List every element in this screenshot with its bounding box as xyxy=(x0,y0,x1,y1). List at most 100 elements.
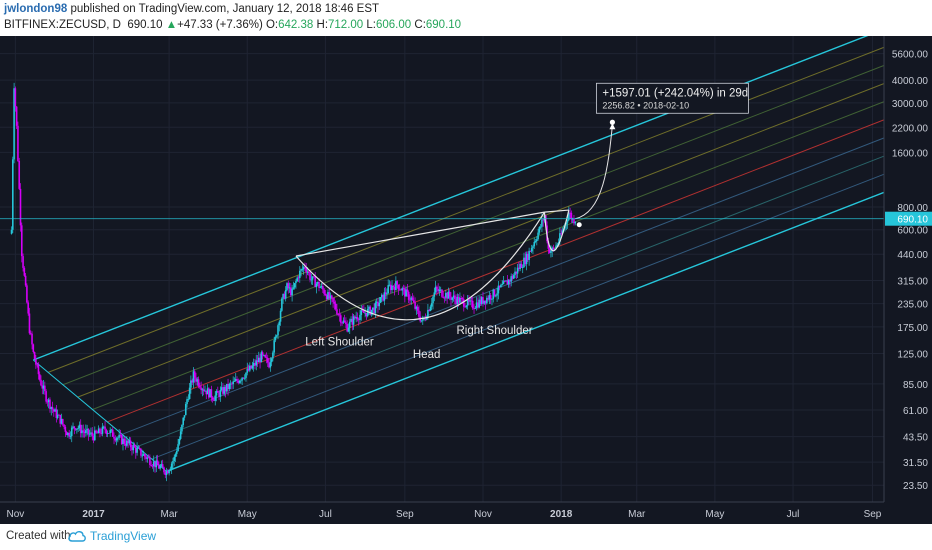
candle-body xyxy=(532,246,534,249)
candle-body xyxy=(167,471,169,474)
candle-body xyxy=(119,434,122,436)
author-link[interactable]: jwlondon98 xyxy=(4,3,68,15)
candle-body xyxy=(37,364,40,375)
candle-body xyxy=(211,397,214,400)
candle-body xyxy=(177,444,179,452)
candle-body xyxy=(434,286,437,293)
candle-body xyxy=(275,335,278,337)
candle-body xyxy=(387,285,389,294)
candle-body xyxy=(471,300,474,309)
candle-body xyxy=(58,414,60,416)
candle-body xyxy=(483,300,486,304)
chart-footer: Created with TradingView xyxy=(0,524,932,550)
candle-body xyxy=(23,267,26,276)
candle-body xyxy=(117,437,119,439)
candle-body xyxy=(350,318,352,322)
time-tick-label: May xyxy=(705,509,724,520)
candle-body xyxy=(49,399,51,409)
candle-body xyxy=(129,440,132,448)
candle-body xyxy=(446,292,448,299)
candle-body xyxy=(413,300,415,303)
candle-body xyxy=(297,277,300,279)
candle-body xyxy=(498,285,501,288)
candle-body xyxy=(234,378,237,382)
channel-line xyxy=(136,155,884,448)
close-value: 690.10 xyxy=(425,19,462,31)
time-tick-label: Jul xyxy=(787,509,800,520)
candle-body xyxy=(65,431,68,436)
candle-body xyxy=(61,418,64,425)
candle-body xyxy=(240,380,242,382)
candle-body xyxy=(537,232,539,240)
candle-body xyxy=(475,302,478,308)
candle-body xyxy=(339,315,342,323)
candle-body xyxy=(441,289,443,297)
candle-body xyxy=(416,306,419,311)
candle-body xyxy=(115,438,118,441)
candle-body xyxy=(94,430,96,441)
channel-line xyxy=(151,173,884,460)
channel-line xyxy=(107,119,884,423)
time-tick-label: Jul xyxy=(319,509,332,520)
candle-body xyxy=(539,226,542,228)
candle-body xyxy=(313,276,315,278)
candle-body xyxy=(478,299,480,308)
chart-area[interactable]: +1597.01 (+242.04%) in 29d 2256.82 • 2018… xyxy=(0,36,932,524)
current-price-tag xyxy=(885,211,932,226)
tradingview-brand: TradingView xyxy=(90,529,157,543)
candle-body xyxy=(147,457,150,459)
price-tick-label: 3000.00 xyxy=(892,99,929,110)
candle-body xyxy=(327,292,329,300)
candle-body xyxy=(436,286,438,290)
candle-body xyxy=(86,428,88,431)
candle-body xyxy=(223,387,226,394)
candle-body xyxy=(82,430,85,432)
candle-body xyxy=(324,293,327,296)
candle-body xyxy=(552,247,555,250)
candle-body xyxy=(406,289,409,292)
candle-body xyxy=(245,372,247,378)
tradingview-link[interactable]: TradingView xyxy=(68,529,156,543)
candle-body xyxy=(527,253,529,260)
candle-body xyxy=(315,283,318,288)
candle-body xyxy=(425,317,428,320)
candle-body xyxy=(451,297,454,300)
candle-body xyxy=(388,284,391,286)
candle-body xyxy=(266,358,269,363)
candle-body xyxy=(164,472,167,475)
candle-body xyxy=(138,447,141,449)
price-tick-label: 1600.00 xyxy=(892,148,929,159)
candle-body xyxy=(566,220,569,223)
candle-body xyxy=(433,292,436,297)
candle-body xyxy=(83,431,86,434)
candle-body xyxy=(210,389,213,398)
candle-body xyxy=(90,432,92,434)
candle-body xyxy=(290,287,292,296)
candle-body xyxy=(536,239,538,242)
candle-body xyxy=(332,297,334,302)
candle-body xyxy=(488,295,491,300)
candle-body xyxy=(386,293,388,295)
candle-body xyxy=(368,306,370,309)
candle-body xyxy=(454,295,456,299)
time-tick-label: May xyxy=(238,509,257,520)
candle-body xyxy=(77,428,79,429)
candle-body xyxy=(496,293,498,296)
candle-body xyxy=(323,289,325,294)
candle-body xyxy=(551,247,553,251)
candle-body xyxy=(320,286,323,288)
candle-body xyxy=(492,289,495,299)
candle-body xyxy=(22,256,24,268)
candle-body xyxy=(36,364,38,366)
symbol-label[interactable]: BITFINEX:ZECUSD, D xyxy=(4,19,121,31)
candle-body xyxy=(556,244,559,246)
candle-body xyxy=(432,296,434,304)
candle-body xyxy=(224,387,227,392)
candle-body xyxy=(204,390,206,392)
candle-body xyxy=(547,241,550,249)
candle-body xyxy=(200,387,202,391)
channel-line xyxy=(121,137,884,435)
candle-body xyxy=(518,267,520,269)
candle-body xyxy=(270,358,273,363)
